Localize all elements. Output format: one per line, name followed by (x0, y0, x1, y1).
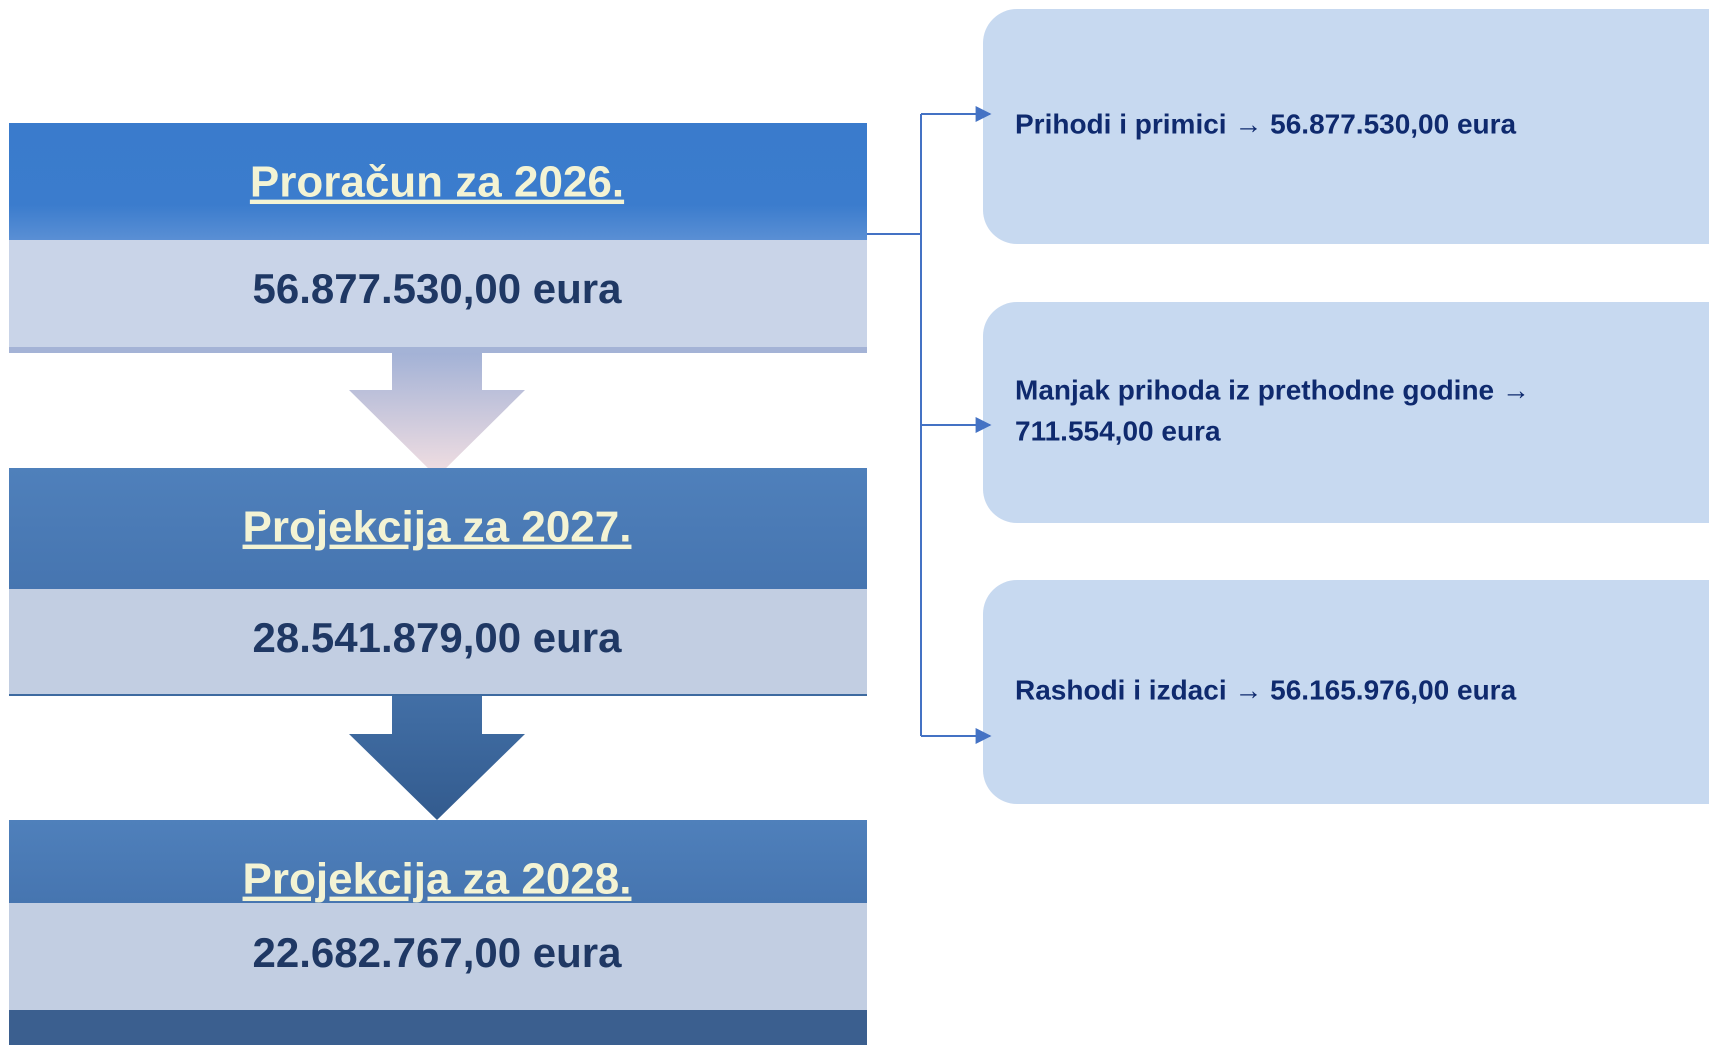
detail-text: 711.554,00 eura (1015, 415, 1221, 446)
block-amount: 28.541.879,00 eura (253, 614, 623, 661)
detail-box (983, 9, 1709, 244)
block-value (9, 589, 867, 695)
block-header (9, 123, 867, 240)
detail-box (983, 302, 1709, 523)
block-edge (9, 694, 867, 696)
block-value (9, 903, 867, 1010)
down-arrow (349, 353, 525, 477)
block-value (9, 240, 867, 347)
block-header (9, 468, 867, 589)
block-header (9, 820, 867, 903)
block-edge (9, 347, 867, 353)
block-amount: 56.877.530,00 eura (253, 265, 623, 312)
connector (867, 106, 992, 744)
detail-text: Prihodi i primici → 56.877.530,00 eura (1015, 108, 1517, 139)
block-title: Proračun za 2026. (250, 158, 624, 207)
detail-box (983, 580, 1709, 804)
detail-text: Manjak prihoda iz prethodne godine → (1015, 374, 1530, 405)
block-amount: 22.682.767,00 eura (253, 929, 623, 976)
block-edge (9, 1010, 867, 1045)
block-title: Projekcija za 2027. (243, 503, 632, 552)
block-title: Projekcija za 2028. (243, 855, 632, 904)
down-arrow (349, 696, 525, 820)
detail-text: Rashodi i izdaci → 56.165.976,00 eura (1015, 674, 1517, 705)
